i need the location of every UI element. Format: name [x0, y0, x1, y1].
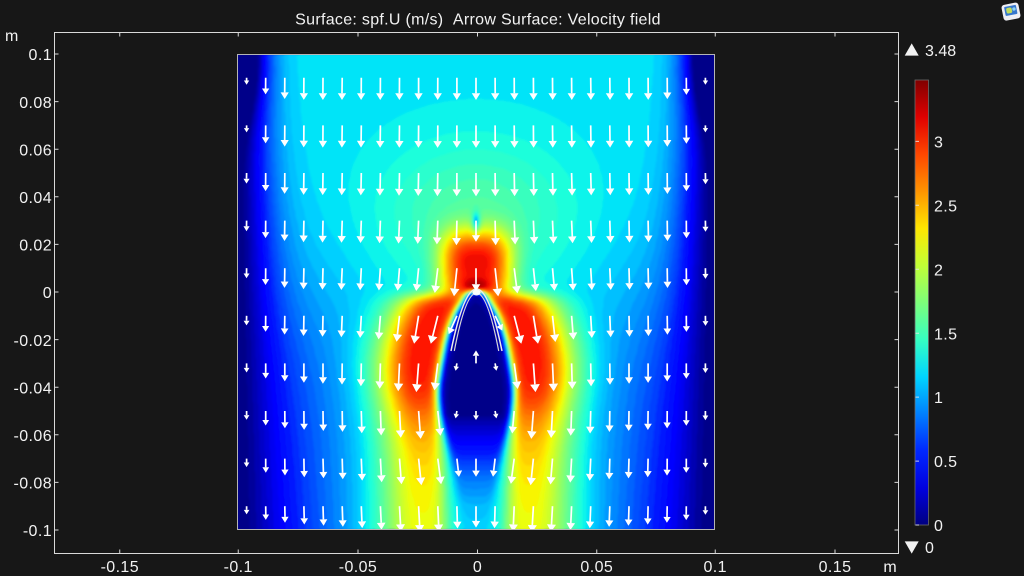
svg-text:-0.08: -0.08 [14, 476, 52, 493]
svg-text:0: 0 [43, 285, 52, 302]
svg-text:0.1: 0.1 [29, 47, 52, 64]
svg-text:0.04: 0.04 [19, 190, 52, 207]
svg-text:0.5: 0.5 [934, 454, 957, 471]
svg-text:-0.02: -0.02 [14, 333, 52, 350]
svg-text:m: m [5, 28, 18, 45]
svg-text:0.1: 0.1 [703, 559, 726, 576]
svg-text:-0.1: -0.1 [224, 559, 253, 576]
svg-text:0.02: 0.02 [19, 238, 52, 255]
svg-text:2.5: 2.5 [934, 198, 957, 215]
svg-text:0.05: 0.05 [580, 559, 613, 576]
svg-text:-0.15: -0.15 [101, 559, 139, 576]
svg-text:0.08: 0.08 [19, 95, 52, 112]
svg-text:3: 3 [934, 135, 943, 152]
svg-text:3.48: 3.48 [925, 43, 956, 60]
svg-text:-0.05: -0.05 [339, 559, 377, 576]
svg-text:-0.04: -0.04 [14, 380, 52, 397]
svg-text:Surface: spf.U (m/s) Arrow Su: Surface: spf.U (m/s) Arrow Surface: Velo… [295, 12, 661, 29]
svg-text:0.06: 0.06 [19, 142, 52, 159]
svg-text:0: 0 [473, 559, 482, 576]
svg-text:1: 1 [934, 390, 943, 407]
svg-text:0: 0 [925, 540, 934, 557]
svg-text:2: 2 [934, 262, 943, 279]
svg-text:-0.1: -0.1 [23, 523, 52, 540]
svg-text:m: m [883, 559, 896, 576]
svg-text:0.15: 0.15 [819, 559, 852, 576]
svg-text:1.5: 1.5 [934, 326, 957, 343]
svg-text:0: 0 [934, 518, 943, 535]
svg-text:-0.06: -0.06 [14, 428, 52, 445]
